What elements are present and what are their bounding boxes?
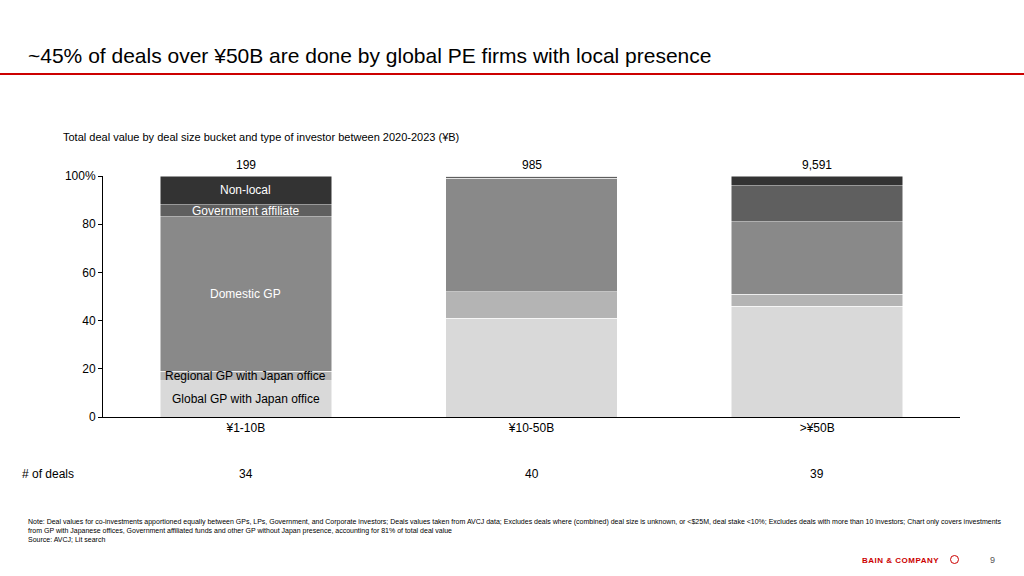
html-text:BAIN & COMPANY: BAIN & COMPANY — [862, 556, 940, 565]
svg-text:985: 985 — [522, 158, 542, 172]
svg-text:Government affiliate: Government affiliate — [192, 204, 299, 218]
svg-text:Domestic GP: Domestic GP — [210, 287, 281, 301]
svg-text:9,591: 9,591 — [802, 158, 832, 172]
svg-text:¥10-50B: ¥10-50B — [508, 421, 554, 435]
svg-text:39: 39 — [810, 467, 824, 481]
svg-text:# of deals: # of deals — [22, 467, 74, 481]
svg-text:199: 199 — [236, 158, 256, 172]
html-text:Source: AVCJ; Lit search: Source: AVCJ; Lit search — [28, 536, 106, 543]
svg-text:Regional GP with Japan office: Regional GP with Japan office — [165, 369, 326, 383]
svg-text:>¥50B: >¥50B — [800, 421, 835, 435]
html-text:9: 9 — [990, 555, 995, 565]
svg-text:0: 0 — [89, 410, 96, 424]
svg-text:40: 40 — [82, 314, 96, 328]
html-text:~45% of deals over ¥50B are do: ~45% of deals over ¥50B are done by glob… — [28, 44, 712, 67]
svg-text:60: 60 — [82, 266, 96, 280]
svg-text:Global GP with Japan office: Global GP with Japan office — [172, 392, 320, 406]
svg-text:34: 34 — [239, 467, 253, 481]
html-text:Note: Deal values for co-inves: Note: Deal values for co-investments app… — [28, 518, 1001, 534]
svg-text:¥1-10B: ¥1-10B — [225, 421, 265, 435]
svg-text:20: 20 — [82, 362, 96, 376]
svg-text:80: 80 — [82, 217, 96, 231]
svg-text:40: 40 — [525, 467, 539, 481]
svg-text:Non-local: Non-local — [220, 183, 271, 197]
html-text:Total deal value by deal size: Total deal value by deal size bucket and… — [63, 131, 460, 143]
svg-text:100%: 100% — [65, 169, 96, 183]
